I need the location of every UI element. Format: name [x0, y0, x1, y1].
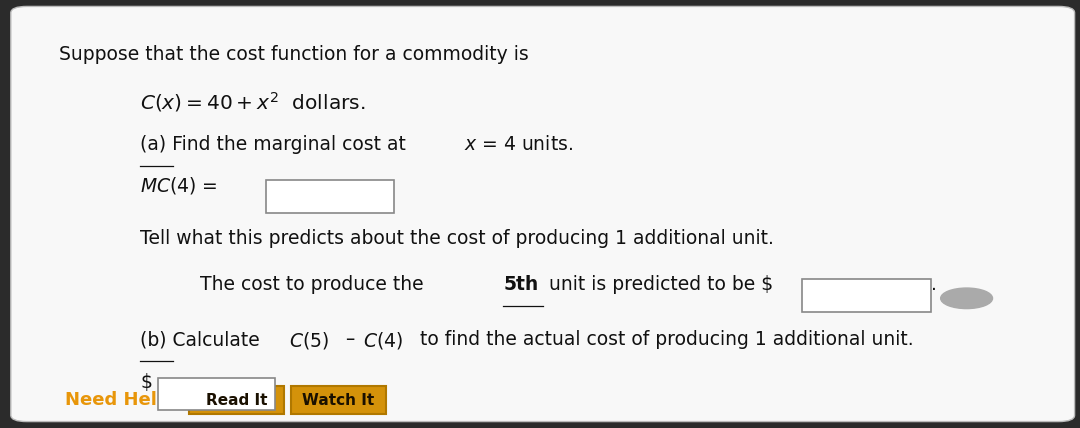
- Text: $C(x) = 40 + x^2$  dollars.: $C(x) = 40 + x^2$ dollars.: [140, 90, 366, 114]
- Text: $C(4)$: $C(4)$: [363, 330, 403, 351]
- FancyBboxPatch shape: [11, 6, 1075, 422]
- Text: 5th: 5th: [503, 275, 539, 294]
- Text: $: $: [140, 373, 152, 392]
- Text: (b) Calculate: (b) Calculate: [140, 330, 266, 349]
- Text: Read It: Read It: [206, 392, 267, 408]
- FancyBboxPatch shape: [266, 180, 394, 213]
- Text: $C(5)$: $C(5)$: [289, 330, 329, 351]
- Text: Need Help?: Need Help?: [65, 391, 180, 409]
- Text: $\it{MC}$(4) =: $\it{MC}$(4) =: [140, 175, 218, 196]
- Text: Watch It: Watch It: [302, 392, 374, 408]
- Text: .: .: [931, 275, 936, 294]
- FancyBboxPatch shape: [291, 386, 386, 414]
- Text: to find the actual cost of producing 1 additional unit.: to find the actual cost of producing 1 a…: [414, 330, 914, 349]
- FancyBboxPatch shape: [158, 378, 275, 410]
- Text: unit is predicted to be $: unit is predicted to be $: [543, 275, 773, 294]
- FancyBboxPatch shape: [189, 386, 284, 414]
- Circle shape: [941, 288, 993, 309]
- Text: The cost to produce the: The cost to produce the: [200, 275, 430, 294]
- Text: (a) Find the marginal cost at: (a) Find the marginal cost at: [140, 135, 413, 154]
- Text: Suppose that the cost function for a commodity is: Suppose that the cost function for a com…: [59, 45, 529, 64]
- FancyBboxPatch shape: [802, 279, 931, 312]
- Text: Tell what this predicts about the cost of producing 1 additional unit.: Tell what this predicts about the cost o…: [140, 229, 774, 248]
- Text: –: –: [340, 330, 362, 349]
- Text: $x$ = 4 units.: $x$ = 4 units.: [464, 135, 573, 154]
